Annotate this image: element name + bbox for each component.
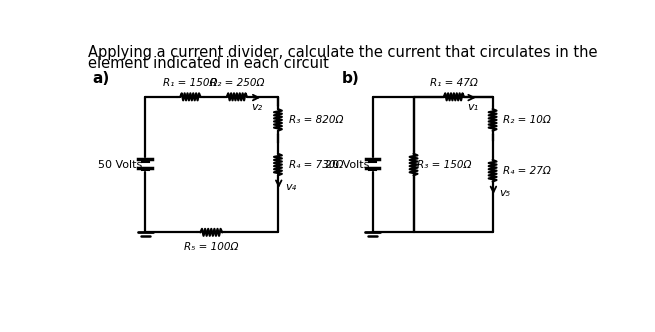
Text: b): b): [341, 71, 359, 86]
Text: R₂ = 10Ω: R₂ = 10Ω: [502, 115, 550, 125]
Text: R₁ = 150Ω: R₁ = 150Ω: [163, 78, 217, 88]
Text: 50 Volts: 50 Volts: [98, 160, 142, 170]
Text: a): a): [93, 71, 110, 86]
Text: R₂ = 250Ω: R₂ = 250Ω: [210, 78, 264, 88]
Text: 20 Volts: 20 Volts: [325, 160, 369, 170]
Text: R₄ = 730Ω: R₄ = 730Ω: [289, 160, 343, 170]
Text: v₅: v₅: [500, 188, 511, 198]
Text: v₁: v₁: [468, 102, 479, 112]
Text: R₃ = 820Ω: R₃ = 820Ω: [289, 115, 343, 125]
Text: R₄ = 27Ω: R₄ = 27Ω: [502, 166, 550, 176]
Text: R₁ = 47Ω: R₁ = 47Ω: [430, 78, 477, 88]
Text: Applying a current divider, calculate the current that circulates in the: Applying a current divider, calculate th…: [88, 45, 597, 60]
Text: element indicated in each circuit: element indicated in each circuit: [88, 56, 329, 71]
Text: v₂: v₂: [252, 102, 263, 112]
Text: v₄: v₄: [285, 182, 296, 192]
Text: R₃ = 150Ω: R₃ = 150Ω: [417, 160, 472, 170]
Text: R₅ = 100Ω: R₅ = 100Ω: [184, 242, 238, 252]
